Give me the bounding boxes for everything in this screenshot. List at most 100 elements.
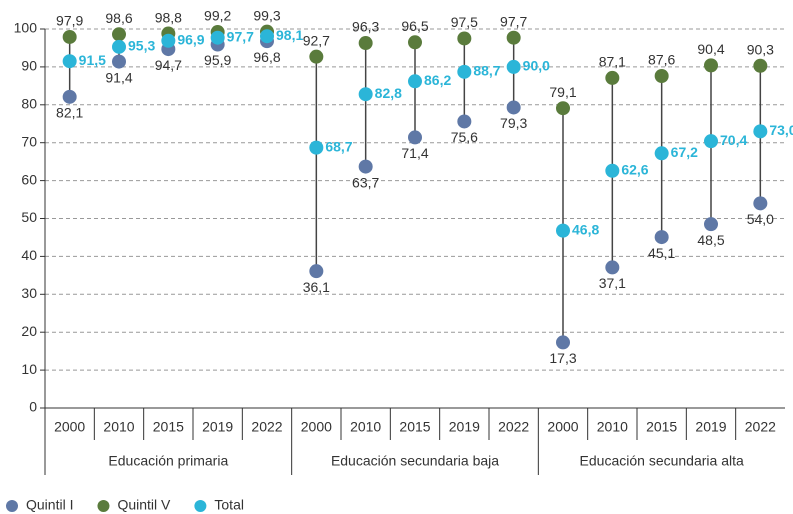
dot [654, 68, 669, 83]
value-label: 87,6 [648, 52, 675, 68]
value-label: 90,3 [747, 41, 774, 57]
y-tick-label: 60 [21, 171, 37, 187]
value-label: 54,0 [747, 211, 774, 227]
value-label: 79,3 [500, 115, 527, 131]
x-tick-label: 2000 [54, 419, 85, 435]
y-tick-label: 20 [21, 323, 37, 339]
y-tick-label: 100 [14, 20, 38, 36]
value-label: 97,9 [56, 13, 83, 29]
x-tick-label: 2022 [745, 419, 776, 435]
value-label: 92,7 [303, 32, 330, 48]
dot [358, 36, 373, 51]
value-label: 96,3 [352, 19, 379, 35]
x-tick-label: 2010 [597, 419, 628, 435]
value-label: 45,1 [648, 245, 675, 261]
y-tick-label: 50 [21, 209, 37, 225]
dot [605, 70, 620, 85]
dot [704, 58, 718, 73]
legend-marker [97, 500, 110, 512]
dot [408, 74, 422, 89]
dot [62, 89, 77, 104]
value-label: 87,1 [599, 54, 626, 70]
dot [605, 163, 620, 178]
legend-label: Quintil I [26, 497, 73, 513]
dot [506, 30, 521, 45]
dot [408, 35, 422, 50]
value-label: 79,1 [549, 84, 576, 100]
dot [112, 54, 126, 69]
value-label: 36,1 [303, 279, 330, 295]
value-label: 99,3 [253, 7, 280, 23]
value-label: 86,2 [424, 72, 451, 88]
dot [753, 124, 768, 139]
value-label: 46,8 [572, 221, 599, 237]
dot [260, 29, 274, 44]
legend-label: Quintil V [117, 497, 171, 513]
dot [506, 100, 521, 115]
value-label: 96,8 [253, 49, 280, 65]
value-label: 73,0 [769, 122, 793, 138]
dot [704, 217, 718, 232]
value-label: 37,1 [599, 275, 626, 291]
value-label: 95,9 [204, 52, 231, 68]
value-label: 98,8 [155, 9, 182, 25]
value-label: 90,0 [523, 58, 550, 74]
value-label: 75,6 [451, 129, 478, 145]
x-tick-label: 2015 [646, 419, 677, 435]
y-tick-label: 40 [21, 247, 37, 263]
value-label: 94,7 [155, 57, 182, 73]
dot [506, 59, 521, 74]
value-label: 96,5 [401, 18, 428, 34]
dot [457, 31, 472, 46]
value-label: 95,3 [128, 38, 155, 54]
x-tick-label: 2019 [449, 419, 480, 435]
value-label: 17,3 [549, 350, 576, 366]
value-label: 99,2 [204, 8, 231, 24]
x-tick-label: 2015 [153, 419, 184, 435]
dot [556, 101, 570, 116]
dot [309, 140, 324, 155]
x-tick-label: 2022 [251, 419, 282, 435]
group-label: Educación primaria [108, 453, 228, 469]
group-label: Educación secundaria alta [580, 453, 744, 469]
dot [605, 260, 620, 275]
x-tick-label: 2010 [350, 419, 381, 435]
value-label: 68,7 [325, 138, 352, 154]
x-tick-label: 2019 [202, 419, 233, 435]
dot [309, 49, 324, 64]
legend-marker [6, 500, 18, 512]
value-label: 98,6 [105, 10, 132, 26]
dot [112, 39, 126, 54]
y-tick-label: 10 [21, 361, 37, 377]
value-label: 88,7 [473, 63, 500, 79]
dot [62, 54, 77, 69]
value-label: 96,9 [177, 31, 204, 47]
value-label: 97,7 [500, 13, 527, 29]
dot [556, 335, 570, 350]
legend-marker [194, 500, 207, 512]
y-tick-label: 90 [21, 58, 37, 74]
value-label: 67,2 [671, 144, 698, 160]
dot [556, 223, 570, 238]
x-tick-label: 2010 [103, 419, 134, 435]
y-tick-label: 80 [21, 96, 37, 112]
dot [753, 58, 768, 73]
value-label: 71,4 [401, 145, 428, 161]
y-tick-label: 0 [29, 399, 37, 415]
dot [358, 87, 373, 102]
x-tick-label: 2022 [498, 419, 529, 435]
dot [161, 33, 176, 48]
value-label: 62,6 [621, 161, 648, 177]
dot [753, 196, 768, 211]
value-label: 97,5 [451, 14, 478, 30]
dot [358, 159, 373, 174]
x-tick-label: 2015 [399, 419, 430, 435]
value-label: 90,4 [697, 41, 724, 57]
legend-label: Total [214, 497, 244, 513]
value-label: 98,1 [276, 27, 303, 43]
y-tick-label: 30 [21, 285, 37, 301]
value-label: 70,4 [720, 132, 747, 148]
dot [457, 64, 472, 79]
dot [408, 130, 422, 145]
value-label: 48,5 [697, 232, 724, 248]
